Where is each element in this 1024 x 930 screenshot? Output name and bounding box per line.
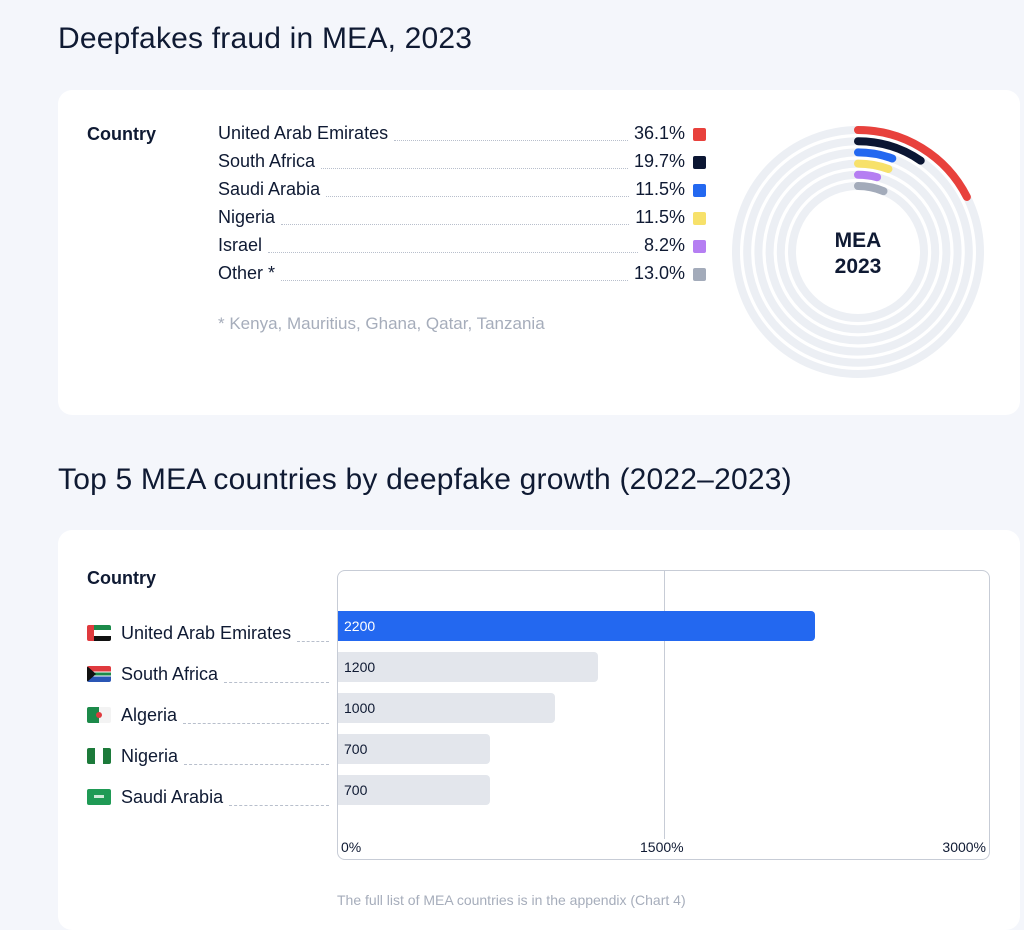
donut-card: Country United Arab Emirates 36.1% South…: [58, 90, 1020, 415]
country-name: Saudi Arabia: [218, 179, 321, 199]
legend-swatch: [693, 212, 706, 225]
country-name: Israel: [218, 235, 263, 255]
ring-bar: [854, 182, 888, 196]
legend-row: South Africa 19.7%: [218, 151, 706, 175]
flag-icon: [87, 625, 111, 641]
x-tick: 1500%: [640, 839, 684, 855]
category-row: Saudi Arabia: [87, 785, 329, 809]
ring-bar: [854, 159, 893, 173]
leader-dots: [183, 722, 329, 724]
leader-dots: [184, 763, 329, 765]
bar: 700: [338, 734, 490, 764]
bar-label: 1000: [344, 700, 376, 716]
country-name: Saudi Arabia: [121, 786, 224, 807]
legend-title: Country: [87, 568, 156, 588]
country-name: Other *: [218, 263, 276, 283]
bar: 700: [338, 775, 490, 805]
flag-icon: [87, 748, 111, 764]
legend-row: Saudi Arabia 11.5%: [218, 179, 706, 203]
country-name: South Africa: [121, 663, 219, 684]
footnote: The full list of MEA countries is in the…: [337, 892, 686, 908]
category-row: South Africa: [87, 662, 329, 686]
x-tick: 3000%: [942, 839, 986, 855]
bar: 2200: [338, 611, 816, 641]
legend-swatch: [693, 156, 706, 169]
bar-label: 2200: [344, 618, 376, 634]
leader-dots: [281, 279, 628, 281]
bar-plot: 0% 1500% 3000% 2200 1200 1000 700 700: [337, 570, 990, 860]
country-name: United Arab Emirates: [218, 123, 389, 143]
country-name: South Africa: [218, 151, 316, 171]
flag-icon: [87, 707, 111, 723]
legend-swatch: [693, 128, 706, 141]
leader-dots: [224, 681, 329, 683]
ring-bar: [854, 126, 971, 201]
legend-swatch: [693, 268, 706, 281]
gridline: [664, 571, 665, 839]
legend-row: Nigeria 11.5%: [218, 207, 706, 231]
legend-swatch: [693, 240, 706, 253]
percent-value: 8.2%: [643, 235, 685, 255]
footnote: * Kenya, Mauritius, Ghana, Qatar, Tanzan…: [218, 314, 545, 333]
country-name: United Arab Emirates: [121, 622, 292, 643]
category-row: United Arab Emirates: [87, 621, 329, 645]
center-label: MEA: [835, 229, 882, 252]
ring-track: [788, 182, 928, 322]
leader-dots: [281, 223, 630, 225]
leader-dots: [326, 195, 630, 197]
chart-title-1: Deepfakes fraud in MEA, 2023: [58, 22, 473, 55]
legend-row: Israel 8.2%: [218, 235, 706, 259]
legend-title: Country: [87, 124, 156, 144]
radial-chart: MEA 2023: [732, 126, 984, 378]
leader-dots: [268, 251, 638, 253]
x-tick: 0%: [341, 839, 362, 855]
bar: 1200: [338, 652, 599, 682]
leader-dots: [229, 804, 329, 806]
percent-value: 11.5%: [635, 179, 685, 199]
ring-bar: [854, 137, 925, 165]
legend-row: Other * 13.0%: [218, 263, 706, 287]
bar-label: 700: [344, 741, 368, 757]
ring-bar: [854, 148, 897, 163]
country-name: Nigeria: [218, 207, 276, 227]
ring-track: [765, 159, 951, 345]
percent-value: 36.1%: [633, 123, 685, 143]
percent-value: 11.5%: [635, 207, 685, 227]
legend-row: United Arab Emirates 36.1%: [218, 123, 706, 147]
bar-label: 1200: [344, 659, 376, 675]
bar-label: 700: [344, 782, 368, 798]
ring-bar: [854, 170, 882, 182]
flag-icon: [87, 666, 111, 682]
bar: 1000: [338, 693, 555, 723]
category-row: Algeria: [87, 703, 329, 727]
legend-swatch: [693, 184, 706, 197]
bar-card: Country United Arab Emirates South Afric…: [58, 530, 1020, 930]
leader-dots: [394, 139, 628, 141]
flag-icon: [87, 789, 111, 805]
leader-dots: [297, 640, 329, 642]
center-label: 2023: [835, 255, 882, 278]
ring-track: [776, 170, 940, 334]
category-row: Nigeria: [87, 744, 329, 768]
chart-title-2: Top 5 MEA countries by deepfake growth (…: [58, 463, 792, 496]
leader-dots: [321, 167, 628, 169]
percent-value: 19.7%: [633, 151, 685, 171]
percent-value: 13.0%: [633, 263, 685, 283]
country-name: Algeria: [121, 704, 178, 725]
country-name: Nigeria: [121, 745, 179, 766]
